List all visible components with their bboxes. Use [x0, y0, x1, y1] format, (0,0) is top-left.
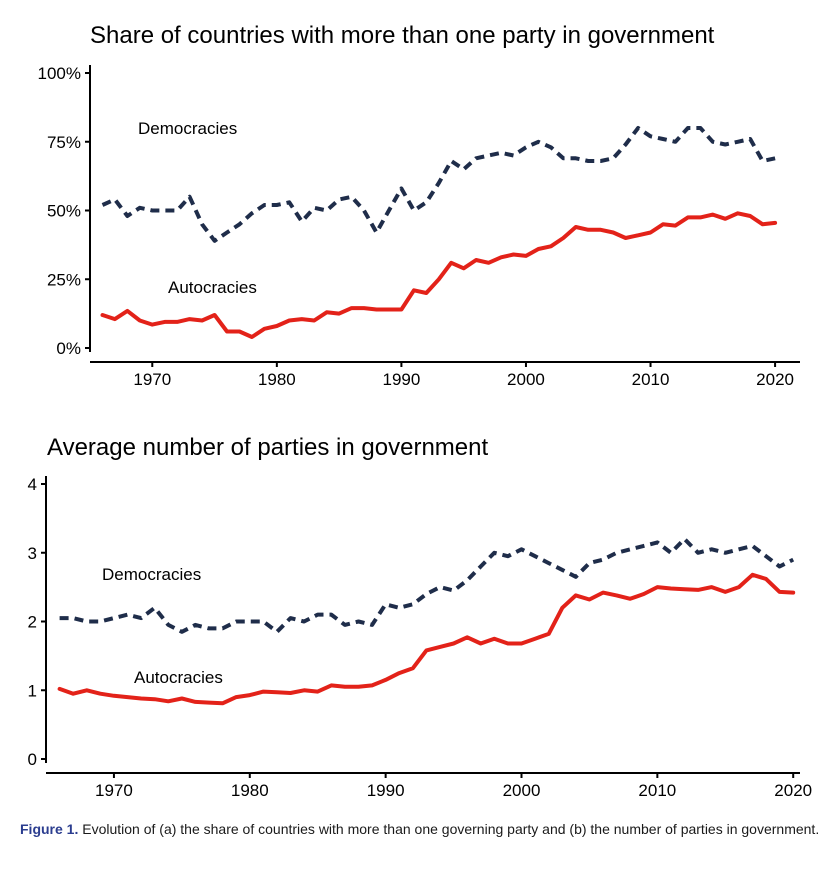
series-line-democracies — [59, 537, 795, 634]
y-tick-label: 100% — [38, 64, 81, 83]
series-line-autocracies — [100, 211, 778, 339]
x-tick-label: 1990 — [382, 370, 420, 389]
y-tick-label: 25% — [47, 270, 81, 289]
x-tick-label: 2020 — [756, 370, 794, 389]
chart-share-multiparty: Share of countries with more than one pa… — [38, 22, 800, 389]
y-tick-label: 2 — [28, 613, 37, 632]
y-tick-label: 75% — [47, 133, 81, 152]
x-tick-label: 2010 — [632, 370, 670, 389]
x-tick-label: 1980 — [258, 370, 296, 389]
x-tick-label: 2000 — [503, 781, 541, 800]
figure-caption-text: Evolution of (a) the share of countries … — [78, 821, 820, 837]
x-tick-label: 1970 — [133, 370, 171, 389]
y-tick-label: 0 — [28, 750, 37, 769]
y-tick-label: 1 — [28, 681, 37, 700]
figure-caption: Figure 1. Evolution of (a) the share of … — [20, 820, 820, 839]
y-tick-label: 3 — [28, 544, 37, 563]
series-annotation-democracies: Democracies — [138, 119, 237, 138]
x-tick-label: 1990 — [367, 781, 405, 800]
chart-average-parties: Average number of parties in government 0… — [28, 434, 813, 800]
x-tick-label: 2010 — [638, 781, 676, 800]
x-tick-label: 1980 — [231, 781, 269, 800]
figure-caption-label: Figure 1. — [20, 821, 79, 837]
series-annotation-autocracies: Autocracies — [134, 668, 223, 687]
series-annotation-democracies: Democracies — [102, 565, 201, 584]
x-tick-label: 2000 — [507, 370, 545, 389]
figure: Share of countries with more than one pa… — [28, 22, 813, 800]
y-tick-label: 50% — [47, 202, 81, 221]
chart-title: Average number of parties in government — [47, 434, 488, 461]
series-annotation-autocracies: Autocracies — [168, 278, 257, 297]
x-tick-label: 1970 — [95, 781, 133, 800]
chart-title: Share of countries with more than one pa… — [90, 22, 715, 49]
x-tick-label: 2020 — [774, 781, 812, 800]
y-tick-label: 4 — [28, 475, 37, 494]
y-tick-label: 0% — [56, 339, 81, 358]
